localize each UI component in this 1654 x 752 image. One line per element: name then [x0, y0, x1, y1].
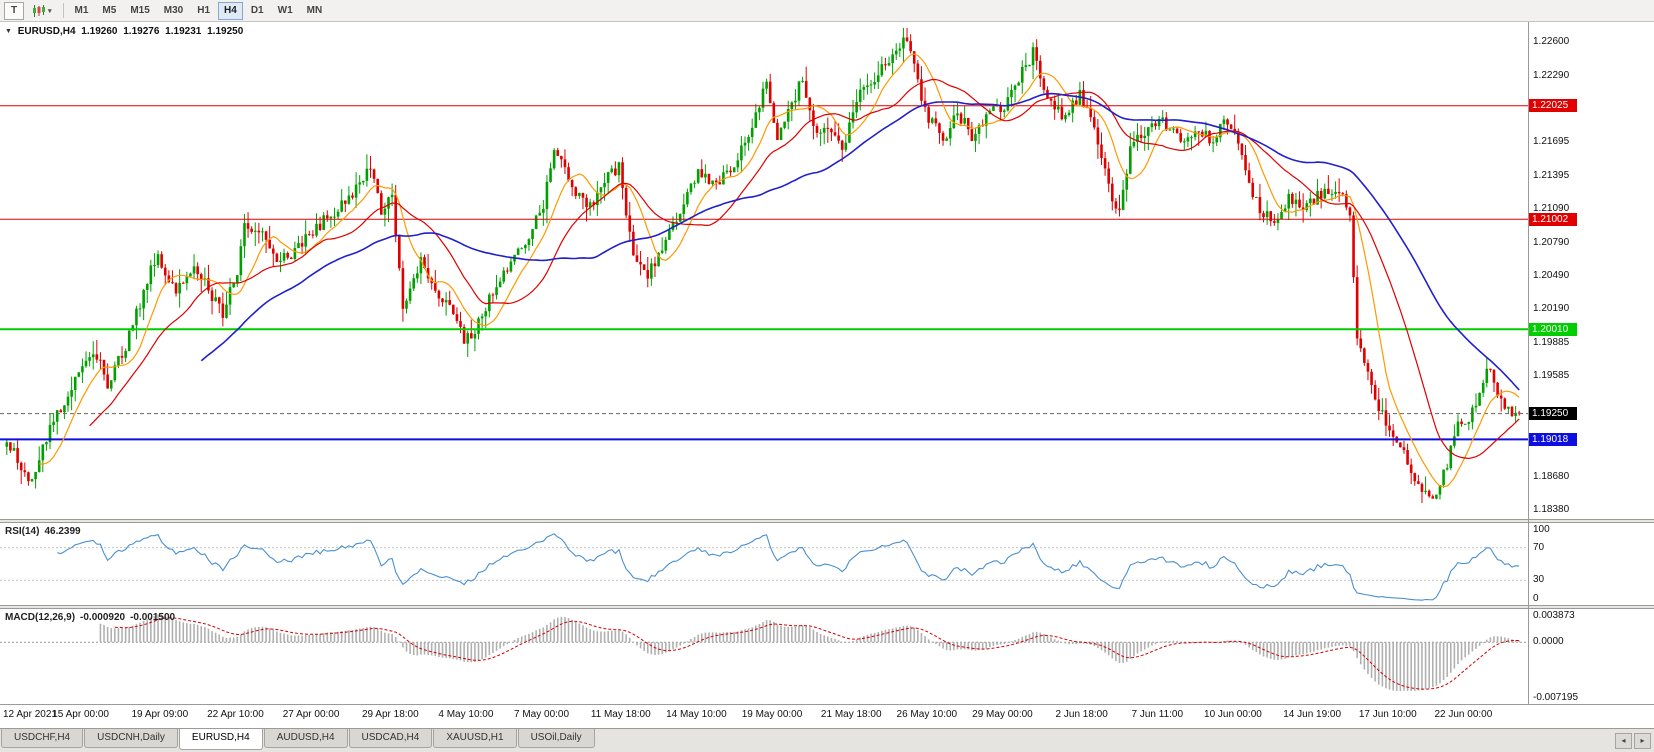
time-axis-label: 2 Jun 18:00 [1055, 709, 1108, 720]
chart-tabs: USDCHF,H4 USDCNH,Daily EURUSD,H4 AUDUSD,H4 U… [0, 729, 595, 750]
price-axis-label: 1.21090 [1533, 203, 1570, 215]
price-axis-label: 1.19585 [1533, 370, 1570, 382]
rsi-scale-label: 0 [1533, 593, 1539, 604]
price-axis-label: 1.18380 [1533, 504, 1570, 516]
price-axis-label: 1.22600 [1533, 35, 1570, 47]
time-axis-label: 27 Apr 00:00 [282, 709, 340, 720]
tab-scroll-controls: ◂ ▸ [1613, 729, 1654, 752]
tab-audusd-h4[interactable]: AUDUSD,H4 [263, 729, 348, 748]
price-axis-label: 1.18680 [1533, 470, 1570, 482]
candles-layer [5, 27, 1521, 504]
price-axis-label: 1.20190 [1533, 303, 1570, 315]
toolbar-separator [62, 3, 64, 18]
price-axis-label: 1.21395 [1533, 169, 1570, 181]
timeframe-button-h1[interactable]: H1 [191, 2, 216, 20]
macd-signal-line [114, 617, 1520, 690]
timeframe-button-mn[interactable]: MN [301, 2, 329, 20]
rsi-name: RSI(14) [5, 526, 40, 537]
time-axis-label: 22 Apr 10:00 [207, 709, 264, 720]
main-toolbar: T ▾ M1 M5 M15 M30 H1 H4 D1 W1 MN [0, 0, 1654, 22]
macd-signal-value: -0.001500 [130, 612, 176, 623]
candlestick-chart-icon [33, 4, 45, 17]
rsi-line [57, 533, 1520, 601]
time-axis-label: 7 Jun 11:00 [1131, 709, 1184, 720]
macd-scale-label: 0.0000 [1533, 636, 1564, 648]
price-axis-label: 1.20790 [1533, 236, 1570, 248]
macd-scale-label: 0.003873 [1533, 610, 1575, 621]
price-line-tag: 1.22025 [1529, 99, 1577, 113]
time-axis-label: 12 Apr 2021 [3, 709, 57, 720]
macd-name: MACD(12,26,9) [5, 612, 76, 623]
macd-indicator-label: MACD(12,26,9) -0.000920 -0.001500 [5, 612, 180, 623]
tab-usdcad-h4[interactable]: USDCAD,H4 [348, 729, 433, 748]
text-tool-button[interactable]: T [4, 1, 24, 20]
tab-xauusd-h1[interactable]: XAUUSD,H1 [433, 729, 517, 748]
time-axis-label: 7 May 00:00 [514, 709, 570, 720]
horizontal-lines-layer [0, 105, 1528, 441]
macd-main-value: -0.000920 [80, 612, 126, 623]
time-axis-label: 19 May 00:00 [741, 709, 803, 720]
time-axis-label: 26 May 10:00 [896, 709, 958, 720]
rsi-scale-label: 30 [1533, 574, 1545, 586]
time-axis-label: 14 May 10:00 [666, 709, 727, 720]
rsi-indicator-label: RSI(14) 46.2399 [5, 526, 86, 537]
time-axis-label: 21 May 18:00 [820, 709, 882, 720]
tab-usdchf-h4[interactable]: USDCHF,H4 [1, 729, 84, 748]
timeframe-button-m1[interactable]: M1 [69, 2, 95, 20]
time-axis-label: 29 Apr 18:00 [361, 709, 419, 720]
panel-frames-layer [0, 22, 1654, 705]
time-axis-label: 19 Apr 09:00 [131, 709, 189, 720]
timeframe-button-m5[interactable]: M5 [96, 2, 122, 20]
time-axis-label: 14 Jun 19:00 [1283, 709, 1342, 720]
ohlc-open: 1.19260 [81, 26, 118, 37]
price-axis-label: 1.19885 [1533, 337, 1570, 349]
collapse-arrow-icon[interactable]: ▼ [5, 28, 12, 35]
chart-symbol-label: EURUSD,H4 [17, 26, 76, 37]
moving-averages-layer [39, 53, 1520, 488]
rsi-panel-layer [0, 533, 1528, 601]
tab-usoil-daily[interactable]: USOil,Daily [517, 729, 595, 748]
macd-panel-layer [0, 614, 1528, 692]
timeframe-button-m15[interactable]: M15 [124, 2, 155, 20]
chart-title: ▼ EURUSD,H4 1.19260 1.19276 1.19231 1.19… [5, 26, 246, 37]
rsi-value: 46.2399 [44, 526, 81, 537]
chart-tab-bar: USDCHF,H4 USDCNH,Daily EURUSD,H4 AUDUSD,H4 U… [0, 728, 1654, 752]
timeframe-button-h4[interactable]: H4 [218, 1, 243, 20]
ohlc-high: 1.19276 [123, 26, 160, 37]
price-axis-label: 1.21695 [1533, 136, 1570, 148]
ohlc-low: 1.19231 [165, 26, 202, 37]
tabs-scroll-right-button[interactable]: ▸ [1634, 732, 1651, 749]
rsi-scale-label: 70 [1533, 541, 1545, 553]
tab-eurusd-h4[interactable]: EURUSD,H4 [178, 729, 263, 750]
time-axis-label: 29 May 00:00 [972, 709, 1033, 720]
time-axis-label: 17 Jun 10:00 [1358, 709, 1417, 720]
chevron-down-icon: ▾ [48, 7, 52, 15]
current-price-tag: 1.19250 [1529, 407, 1577, 421]
price-line-tag: 1.21002 [1529, 212, 1577, 226]
timeframe-button-d1[interactable]: D1 [245, 2, 270, 20]
chart-type-dropdown-button[interactable]: ▾ [26, 2, 58, 20]
ohlc-close: 1.19250 [207, 26, 244, 37]
price-axis-label: 1.20490 [1533, 270, 1570, 282]
time-axis-label: 22 Jun 00:00 [1434, 709, 1493, 720]
time-axis-label: 15 Apr 00:00 [52, 709, 109, 720]
time-axis-label: 4 May 10:00 [438, 709, 494, 720]
tabs-scroll-left-button[interactable]: ◂ [1615, 732, 1632, 749]
timeframe-button-w1[interactable]: W1 [272, 2, 299, 20]
timeframe-button-m30[interactable]: M30 [158, 2, 189, 20]
price-axis-label: 1.22290 [1533, 70, 1570, 82]
tab-usdcnh-daily[interactable]: USDCNH,Daily [84, 729, 178, 748]
timeframe-toolbar: M1 M5 M15 M30 H1 H4 D1 W1 MN [68, 1, 330, 20]
time-axis-label: 10 Jun 00:00 [1204, 709, 1262, 720]
price-line-tag: 1.20010 [1529, 322, 1577, 336]
rsi-scale-label: 100 [1533, 524, 1550, 535]
macd-scale-label: -0.007195 [1533, 692, 1579, 703]
time-axis-label: 11 May 18:00 [590, 709, 651, 720]
price-line-tag: 1.19018 [1529, 432, 1577, 446]
